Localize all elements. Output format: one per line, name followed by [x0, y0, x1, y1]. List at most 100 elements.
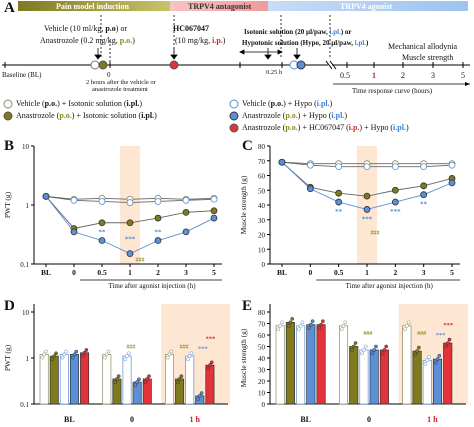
chart-e-dot-veh_hypo [362, 348, 366, 352]
chart-c-point-ana_iso [420, 182, 428, 190]
chart-d-bar-veh_iso [39, 354, 49, 405]
chart-b-xtick-label: 0 [72, 268, 76, 277]
chart-e-bar-veh_iso [402, 325, 412, 405]
chart-e-ytick-label: 40 [258, 355, 266, 363]
chart-d-annot: *** [198, 346, 208, 353]
chart-e-dot-ana_hypo [435, 357, 440, 362]
chart-e-dot-veh_hypo [427, 355, 431, 359]
chart-c-point-ana_hypo [363, 206, 371, 213]
chart-c-point-ana_hypo [278, 158, 286, 166]
legend-veh-hypo-marker [229, 99, 239, 109]
timeline-anastrozole-circle [98, 60, 108, 70]
chart-d-bar-ana_hc_hypo [205, 364, 215, 405]
chart-e-dot-veh_iso [276, 327, 281, 332]
chart-d-dot-veh_iso [167, 352, 172, 357]
chart-d-dot-ana_iso [54, 351, 58, 356]
chart-c-annot: *** [362, 215, 373, 223]
chart-c-ytick-label: 20 [258, 232, 266, 240]
chart-e-dot-ana_hc_hypo [444, 344, 448, 349]
bar-agonist [268, 1, 468, 11]
chart-d-dot-veh_hypo [187, 354, 192, 358]
chart-d-dot-ana_hc_hypo [143, 380, 148, 385]
chart-e-dot-veh_hypo [298, 323, 303, 328]
vehicle-dose-line1: Vehicle (10 ml/kg, p.o) or [44, 24, 128, 33]
chart-d-dot-ana_hc_hypo [208, 363, 212, 367]
chart-e-dot-veh_iso [406, 320, 411, 325]
chart-d-annot: *** [206, 336, 216, 343]
chart-c-ytick-label: 80 [258, 143, 266, 151]
legend-ana-hc-hypo-marker [229, 123, 239, 133]
chart-d-dot-veh_hypo [64, 349, 69, 354]
interval-label: 0.25 h [266, 69, 283, 76]
chart-e-bar-veh_hypo [359, 349, 369, 405]
chart-e-dot-ana_hypo [370, 351, 375, 356]
chart-e-dot-veh_iso [403, 327, 407, 332]
chart-e-ytick-label: 50 [258, 344, 266, 352]
chart-d-dot-ana_hypo [74, 349, 79, 354]
chart-c-point-veh_hypo [306, 161, 314, 169]
chart-c-ytick-label: 30 [258, 217, 266, 225]
chart-e-dot-ana_hc_hypo [380, 351, 385, 356]
chart-c-point-ana_hypo [306, 185, 314, 193]
tick-0-5: 0.5 [340, 71, 350, 80]
legend-ana-hypo-marker [229, 111, 239, 121]
chart-e-bar-veh_hypo [296, 325, 306, 405]
chart-d-dot-veh_hypo [125, 354, 129, 358]
chart-d-bar-ana_iso [49, 355, 59, 405]
legend-markers [3, 99, 239, 133]
chart-d-dot-ana_hc_hypo [147, 374, 151, 379]
chart-e-dot-veh_hypo [360, 351, 365, 356]
note-line1: 2 hours after the vehicle or [86, 79, 156, 86]
chart-e-dot-veh_iso [343, 320, 348, 325]
chart-e-bar-veh_iso [338, 325, 349, 405]
chart-d-dot-ana_hc_hypo [209, 360, 214, 365]
chart-d-dot-ana_hypo [72, 352, 77, 357]
chart-b-ytick-label: 10 [22, 143, 30, 151]
chart-d-dot-ana_hc_hypo [145, 377, 150, 381]
bar-pain-label: Pain model induction [56, 2, 129, 11]
chart-d-bar-veh_iso [102, 354, 112, 405]
chart-b-ylabel: PWT (g) [3, 191, 12, 218]
chart-d-dot-ana_hc_hypo [206, 366, 210, 371]
note-line2: anastrozole treatment [92, 86, 148, 93]
hc-dose: (10 mg/kg, i.p.) [175, 36, 226, 45]
chart-b-point-ana_iso [210, 207, 218, 215]
chart-d-dot-ana_hypo [70, 355, 75, 360]
vehicle-dose-line2: Anastrozole (0.2 mg/kg, p.o.) [40, 36, 135, 45]
chart-e-dot-veh_hypo [300, 320, 305, 325]
chart-e-dot-ana_hc_hypo [447, 337, 452, 342]
chart-c-annot: ** [335, 208, 343, 216]
chart-d-dot-veh_iso [106, 349, 111, 354]
chart-e-dot-veh_hypo [425, 358, 430, 363]
chart-c-xtick-label: 3 [422, 268, 426, 277]
chart-b-xlabel: Time after agonist injection (h) [108, 282, 196, 290]
chart-b-xtick-label: 2 [156, 268, 160, 277]
chart-c-point-veh_hypo [420, 163, 428, 171]
panel-c-letter: C [242, 138, 253, 154]
bar-agonist-label: TRPV4 agonist [340, 2, 393, 11]
chart-c-xtick-label: 5 [450, 268, 454, 277]
chart-d-dot-veh_iso [42, 352, 46, 357]
panel-e-letter: E [242, 298, 253, 314]
bar-antagonist-label: TRPV4 antagonist [188, 2, 252, 11]
chart-c-highlight [357, 146, 377, 264]
chart-d-bar-ana_hypo [69, 354, 79, 405]
chart-e-annot: ### [417, 331, 426, 337]
chart-e-dot-ana_iso [351, 344, 356, 349]
chart-b-point-ana_hypo [126, 250, 134, 258]
chart-b-point-ana_iso [154, 214, 162, 222]
chart-e-dot-veh_hypo [296, 327, 301, 332]
chart-d-bar-veh_iso [164, 354, 174, 405]
chart-d-dot-ana_hypo [137, 377, 141, 382]
chart-b-ytick-label: 1 [26, 202, 30, 210]
chart-b-annot: *** [125, 236, 136, 244]
chart-c-point-ana_hypo [391, 198, 399, 206]
legend-veh-hypo: Vehicle (p.o.) + Hypo (i.pl.) [242, 99, 333, 108]
chart-d-ytick-label: 0.1 [20, 401, 29, 409]
chart-b-point-veh_hypo [154, 198, 162, 205]
chart-c-xtick-label: 1 [365, 268, 369, 277]
mech-line1: Mechanical allodynia [388, 42, 458, 51]
hc-name: HC067047 [173, 24, 209, 33]
timeline-hc-circle [169, 60, 179, 70]
chart-b-xtick-label: BL [41, 268, 51, 277]
